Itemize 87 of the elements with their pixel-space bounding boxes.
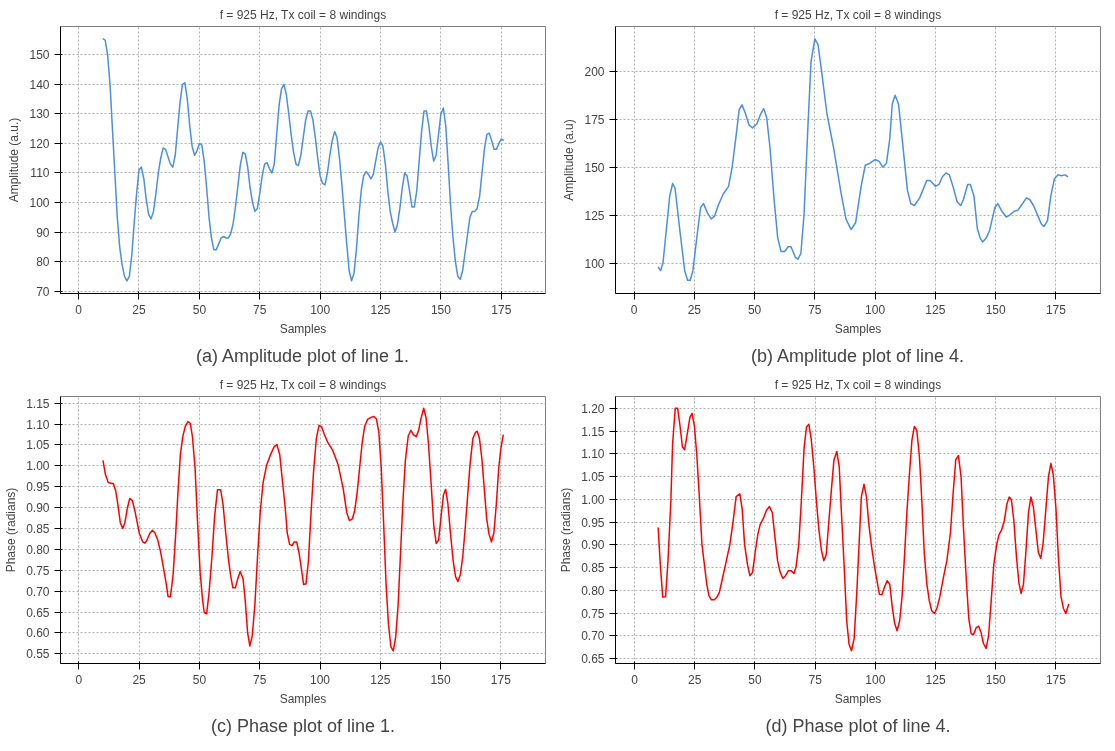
y-tick-label: 100 bbox=[29, 196, 50, 211]
y-tick-label: 1.05 bbox=[26, 438, 50, 453]
y-tick-label: 1.00 bbox=[581, 492, 605, 507]
chart-title: f = 925 Hz, Tx coil = 8 windings bbox=[219, 377, 387, 392]
y-tick-label: 0.60 bbox=[26, 626, 50, 641]
x-tick-label: 50 bbox=[748, 672, 762, 687]
x-tick-label: 75 bbox=[253, 302, 267, 317]
x-axis-title: Samples bbox=[834, 691, 882, 706]
y-tick-label: 100 bbox=[584, 256, 605, 271]
x-tick-label: 150 bbox=[985, 672, 1007, 687]
y-tick-label: 80 bbox=[36, 255, 50, 270]
x-tick-label: 175 bbox=[1045, 302, 1067, 317]
x-tick-label: 100 bbox=[310, 302, 331, 317]
x-axis-title: Samples bbox=[834, 321, 882, 336]
y-tick-label: 0.90 bbox=[581, 538, 605, 553]
y-tick-label: 90 bbox=[36, 225, 50, 240]
y-tick-label: 1.05 bbox=[581, 470, 605, 485]
x-tick-label: 175 bbox=[491, 302, 512, 317]
x-tick-label: 50 bbox=[747, 302, 762, 317]
y-tick-label: 1.10 bbox=[581, 447, 605, 462]
x-tick-label: 100 bbox=[865, 302, 886, 317]
text: (a) Amplitude plot of line 1. bbox=[195, 345, 410, 366]
y-tick-label: 0.90 bbox=[26, 501, 50, 516]
x-tick-label: 25 bbox=[132, 302, 146, 317]
y-tick-label: 200 bbox=[584, 64, 605, 79]
y-tick-label: 0.80 bbox=[581, 583, 605, 598]
x-tick-label: 175 bbox=[490, 672, 512, 687]
x-tick-label: 75 bbox=[808, 302, 822, 317]
x-tick-label: 75 bbox=[253, 672, 267, 687]
y-tick-label: 130 bbox=[29, 107, 50, 122]
y-tick-label: 0.75 bbox=[581, 606, 605, 621]
x-tick-label: 150 bbox=[430, 672, 451, 687]
x-tick-label: 0 bbox=[630, 302, 638, 317]
chart-title: f = 925 Hz, Tx coil = 8 windings bbox=[774, 7, 942, 22]
y-tick-label: 1.00 bbox=[26, 459, 50, 474]
x-tick-label: 175 bbox=[1045, 672, 1067, 687]
x-tick-label: 150 bbox=[985, 302, 1006, 317]
x-tick-label: 125 bbox=[370, 302, 391, 317]
x-tick-label: 75 bbox=[808, 672, 823, 687]
chart-title: f = 925 Hz, Tx coil = 8 windings bbox=[774, 377, 942, 392]
y-tick-label: 125 bbox=[584, 208, 605, 223]
y-tick-label: 140 bbox=[29, 77, 50, 92]
y-axis-title: Phase (radians) bbox=[4, 487, 19, 573]
y-tick-label: 0.85 bbox=[26, 522, 50, 537]
text: (b) Amplitude plot of line 4. bbox=[750, 345, 965, 366]
x-tick-label: 100 bbox=[309, 672, 331, 687]
x-tick-label: 0 bbox=[631, 672, 639, 687]
y-tick-label: 0.95 bbox=[26, 480, 50, 495]
y-tick-label: 1.15 bbox=[581, 424, 605, 439]
y-tick-label: 0.95 bbox=[581, 515, 605, 530]
x-tick-label: 150 bbox=[430, 302, 452, 317]
text: (c) Phase plot of line 1. bbox=[210, 715, 396, 736]
x-tick-label: 50 bbox=[192, 672, 207, 687]
x-tick-label: 125 bbox=[925, 302, 946, 317]
y-tick-label: 1.10 bbox=[26, 417, 50, 432]
x-tick-label: 125 bbox=[370, 672, 391, 687]
y-tick-label: 0.65 bbox=[26, 605, 50, 620]
y-tick-label: 0.85 bbox=[581, 561, 605, 576]
y-tick-label: 0.70 bbox=[26, 584, 50, 599]
x-tick-label: 25 bbox=[132, 672, 147, 687]
x-tick-label: 100 bbox=[865, 672, 886, 687]
x-tick-label: 0 bbox=[75, 302, 83, 317]
y-tick-label: 150 bbox=[29, 48, 50, 63]
y-tick-label: 70 bbox=[36, 284, 50, 299]
y-axis-title: Phase (radians) bbox=[559, 487, 574, 573]
chart-title: f = 925 Hz, Tx coil = 8 windings bbox=[219, 7, 387, 22]
y-axis-title: Amplitude (a.u.) bbox=[7, 117, 22, 203]
text: (d) Phase plot of line 4. bbox=[765, 715, 951, 736]
x-axis-title: Samples bbox=[279, 321, 327, 336]
y-tick-label: 175 bbox=[584, 112, 605, 127]
y-tick-label: 0.65 bbox=[581, 652, 605, 666]
y-tick-label: 0.80 bbox=[26, 542, 50, 557]
y-tick-label: 0.55 bbox=[26, 647, 50, 662]
y-tick-label: 150 bbox=[584, 160, 605, 175]
x-tick-label: 0 bbox=[75, 672, 83, 687]
x-tick-label: 25 bbox=[688, 672, 702, 687]
x-tick-label: 125 bbox=[925, 672, 946, 687]
x-axis-title: Samples bbox=[279, 691, 327, 706]
y-tick-label: 120 bbox=[29, 136, 50, 151]
y-tick-label: 110 bbox=[30, 166, 50, 181]
y-tick-label: 0.75 bbox=[26, 563, 50, 578]
y-axis-title: Amplitude (a.u) bbox=[562, 119, 577, 201]
y-tick-label: 1.20 bbox=[581, 401, 605, 416]
y-tick-label: 1.15 bbox=[26, 396, 50, 411]
x-tick-label: 50 bbox=[192, 302, 207, 317]
x-tick-label: 25 bbox=[687, 302, 702, 317]
y-tick-label: 0.70 bbox=[581, 629, 605, 644]
